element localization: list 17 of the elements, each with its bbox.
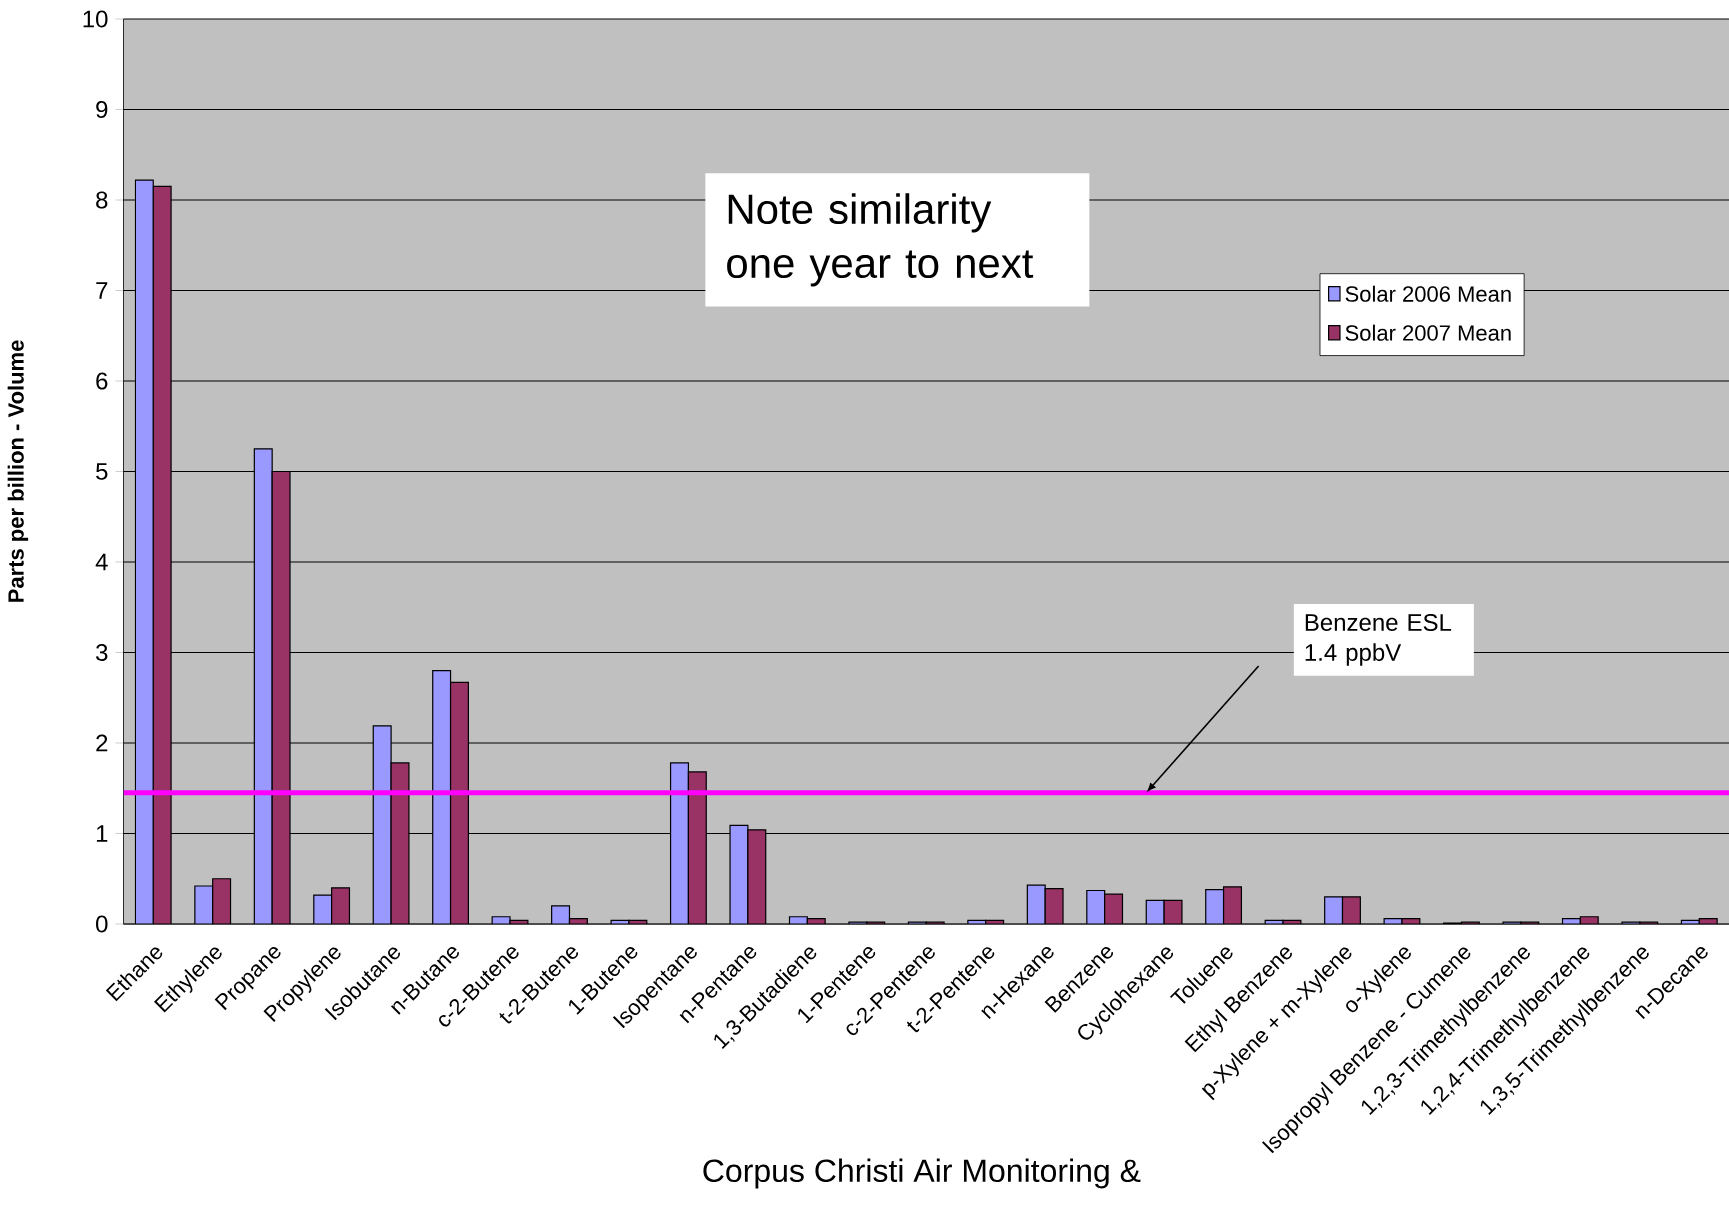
y-tick-label: 7 bbox=[96, 282, 108, 299]
y-tick-label: 1 bbox=[96, 825, 108, 842]
y-tick-label: 3 bbox=[96, 644, 108, 661]
y-tick-label: 5 bbox=[96, 463, 108, 480]
legend-label: Solar 2007 Mean bbox=[1345, 324, 1511, 341]
y-tick-label: 0 bbox=[96, 915, 108, 933]
y-tick-label: 2 bbox=[96, 734, 108, 752]
y-tick-label: 10 bbox=[83, 10, 108, 28]
y-tick-label: 8 bbox=[96, 191, 108, 209]
x-axis-title: Corpus Christi Air Monitoring & bbox=[703, 1158, 1141, 1189]
y-tick-label: 4 bbox=[95, 553, 108, 571]
y-axis-title: Parts per billion - Volume bbox=[7, 340, 29, 602]
annotation: Benzene ESL 1.4 ppbV bbox=[1305, 613, 1452, 666]
y-tick-label: 6 bbox=[96, 372, 108, 390]
legend-label: Solar 2006 Mean bbox=[1345, 285, 1511, 302]
annotation: Note similarity one year to next bbox=[727, 193, 1034, 287]
y-tick-label: 9 bbox=[96, 101, 108, 118]
